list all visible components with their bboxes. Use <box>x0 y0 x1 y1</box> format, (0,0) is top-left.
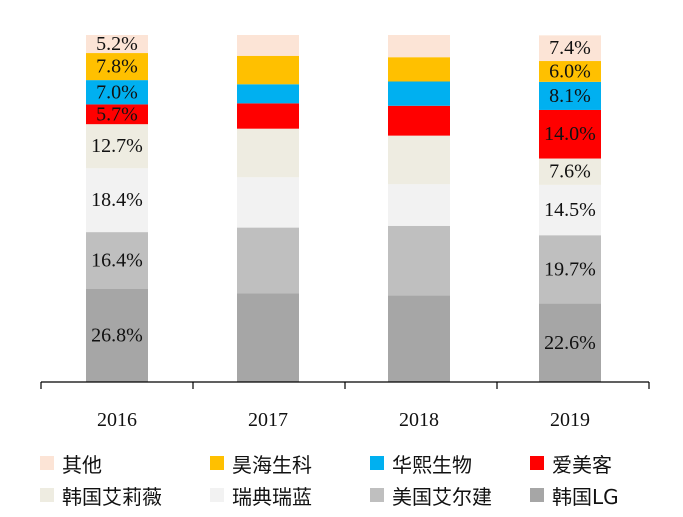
bar-segment-2017-4 <box>237 103 299 129</box>
bar-segment-2019-5 <box>539 81 601 110</box>
legend-swatch <box>370 488 384 502</box>
bar-segment-2016-0 <box>86 289 148 382</box>
bar-segment-2018-5 <box>388 81 450 106</box>
legend-swatch <box>530 488 544 502</box>
bar-segment-2017-1 <box>237 227 299 294</box>
bar-segment-2019-3 <box>539 158 601 185</box>
bar-segment-2016-1 <box>86 232 148 290</box>
data-label-2019-5: 8.1% <box>549 85 591 107</box>
data-label-2016-1: 16.4% <box>91 250 143 272</box>
bar-segment-2016-2 <box>86 168 148 233</box>
bar-segment-2017-6 <box>237 55 299 85</box>
bar-segment-2019-0 <box>539 303 601 382</box>
data-label-2016-5: 7.0% <box>96 81 138 103</box>
legend-item: 华熙生物 <box>370 448 472 478</box>
legend-swatch <box>210 488 224 502</box>
bar-segment-2016-5 <box>86 80 148 105</box>
data-label-2016-7: 5.2% <box>96 33 138 55</box>
data-label-2019-6: 6.0% <box>549 60 591 82</box>
data-label-2019-7: 7.4% <box>549 37 591 59</box>
bar-segment-2019-7 <box>539 35 601 62</box>
legend-label: 其他 <box>62 452 102 477</box>
legend-label: 韩国LG <box>552 484 619 509</box>
legend-item: 昊海生科 <box>210 448 312 478</box>
legend-item: 韩国LG <box>530 480 619 510</box>
data-label-2019-1: 19.7% <box>544 258 596 280</box>
data-label-2019-4: 14.0% <box>544 123 596 145</box>
bar-segment-2017-0 <box>237 293 299 382</box>
bar-segment-2017-3 <box>237 128 299 178</box>
legend-label: 瑞典瑞蓝 <box>232 484 312 509</box>
bar-segment-2017-7 <box>237 35 299 56</box>
legend-label: 昊海生科 <box>232 452 312 477</box>
bar-segment-2019-2 <box>539 184 601 236</box>
legend-item: 韩国艾莉薇 <box>40 480 162 510</box>
x-tick-label-2017: 2017 <box>248 409 288 431</box>
legend-swatch <box>40 488 54 502</box>
chart-legend: 其他 昊海生科 华熙生物 爱美客韩国艾莉薇 瑞典瑞蓝 美国艾尔建 韩国LG <box>40 448 660 512</box>
bar-segment-2017-2 <box>237 177 299 228</box>
legend-item: 瑞典瑞蓝 <box>210 480 312 510</box>
data-label-2019-0: 22.6% <box>544 332 596 354</box>
data-label-2016-0: 26.8% <box>91 325 143 347</box>
legend-label: 爱美客 <box>552 452 612 477</box>
bar-segment-2019-4 <box>539 109 601 159</box>
bar-segment-2017-5 <box>237 84 299 104</box>
legend-swatch <box>530 456 544 470</box>
data-label-2016-2: 18.4% <box>91 189 143 211</box>
legend-label: 美国艾尔建 <box>392 484 492 509</box>
bar-segment-2018-0 <box>388 295 450 382</box>
legend-swatch <box>210 456 224 470</box>
stacked-bar-chart: 26.8% 16.4% 18.4% 12.7% 5.7%7.0% 7.8%5.2% 22.6… <box>40 33 650 431</box>
legend-item: 其他 <box>40 448 102 478</box>
bar-segment-2018-4 <box>388 105 450 136</box>
bars-layer <box>86 35 601 382</box>
legend-item: 美国艾尔建 <box>370 480 492 510</box>
bar-segment-2016-4 <box>86 104 148 125</box>
bar-segment-2018-7 <box>388 35 450 58</box>
bar-segment-2019-6 <box>539 61 601 82</box>
legend-item: 爱美客 <box>530 448 612 478</box>
x-tick-label-2018: 2018 <box>399 409 439 431</box>
x-tick-label-2016: 2016 <box>97 409 137 431</box>
legend-label: 韩国艾莉薇 <box>62 484 162 509</box>
x-tick-label-2019: 2019 <box>550 409 590 431</box>
legend-swatch <box>370 456 384 470</box>
bar-segment-2016-7 <box>86 35 148 54</box>
data-label-2016-3: 12.7% <box>91 135 143 157</box>
data-label-2016-6: 7.8% <box>96 56 138 78</box>
segment-labels-layer: 26.8% 16.4% 18.4% 12.7% 5.7%7.0% 7.8%5.2% 22.6… <box>91 33 596 354</box>
bar-segment-2019-1 <box>539 235 601 304</box>
x-axis-tick-labels: 2016 2017 2018 2019 <box>97 409 590 431</box>
x-axis-ticks <box>40 382 650 389</box>
data-label-2016-4: 5.7% <box>96 103 138 125</box>
bar-segment-2016-3 <box>86 124 148 169</box>
legend-label: 华熙生物 <box>392 452 472 477</box>
data-label-2019-3: 7.6% <box>549 161 591 183</box>
data-label-2019-2: 14.5% <box>544 199 596 221</box>
bar-segment-2018-1 <box>388 225 450 296</box>
bar-segment-2018-2 <box>388 184 450 226</box>
bar-segment-2018-3 <box>388 135 450 185</box>
bar-segment-2018-6 <box>388 57 450 82</box>
legend-swatch <box>40 456 54 470</box>
bar-segment-2016-6 <box>86 53 148 81</box>
